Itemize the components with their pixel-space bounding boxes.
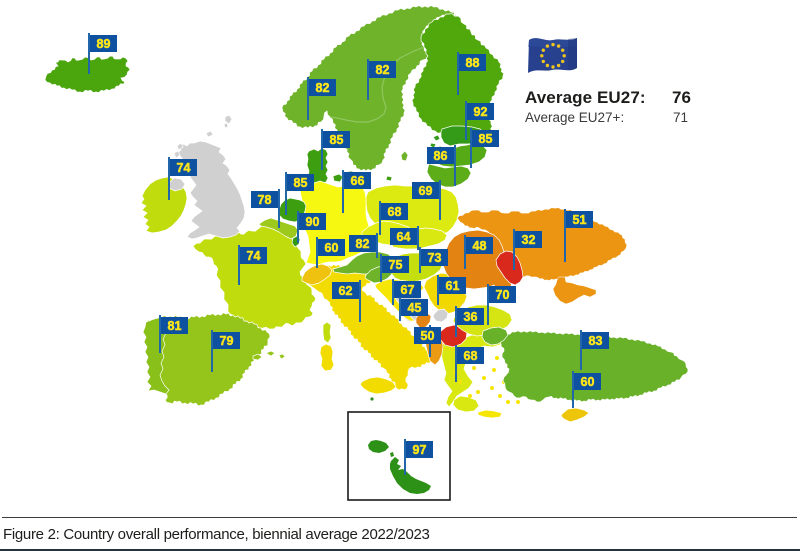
svg-text:50: 50 — [421, 329, 435, 343]
svg-text:85: 85 — [479, 132, 493, 146]
svg-text:90: 90 — [306, 215, 320, 229]
svg-text:85: 85 — [330, 133, 344, 147]
svg-text:68: 68 — [388, 205, 402, 219]
svg-text:32: 32 — [522, 233, 536, 247]
svg-text:70: 70 — [496, 288, 510, 302]
svg-text:78: 78 — [258, 193, 272, 207]
svg-text:45: 45 — [408, 301, 422, 315]
svg-text:79: 79 — [220, 334, 234, 348]
svg-text:69: 69 — [419, 184, 433, 198]
svg-text:48: 48 — [473, 239, 487, 253]
svg-text:64: 64 — [397, 230, 411, 244]
svg-text:74: 74 — [177, 161, 191, 175]
svg-text:88: 88 — [466, 56, 480, 70]
svg-text:85: 85 — [294, 176, 308, 190]
svg-text:83: 83 — [589, 334, 603, 348]
svg-text:97: 97 — [413, 443, 427, 457]
svg-text:68: 68 — [464, 349, 478, 363]
svg-text:92: 92 — [474, 105, 488, 119]
svg-text:66: 66 — [351, 174, 365, 188]
svg-text:86: 86 — [434, 149, 448, 163]
svg-text:51: 51 — [573, 213, 587, 227]
svg-text:82: 82 — [356, 237, 370, 251]
svg-text:81: 81 — [168, 319, 182, 333]
svg-text:89: 89 — [97, 37, 111, 51]
svg-text:60: 60 — [581, 375, 595, 389]
svg-text:82: 82 — [376, 63, 390, 77]
svg-text:73: 73 — [428, 251, 442, 265]
svg-text:82: 82 — [316, 81, 330, 95]
svg-text:75: 75 — [389, 258, 403, 272]
svg-text:62: 62 — [339, 284, 353, 298]
svg-text:60: 60 — [325, 241, 339, 255]
svg-text:74: 74 — [247, 249, 261, 263]
svg-text:61: 61 — [446, 279, 460, 293]
svg-text:67: 67 — [401, 283, 415, 297]
svg-text:36: 36 — [464, 310, 478, 324]
